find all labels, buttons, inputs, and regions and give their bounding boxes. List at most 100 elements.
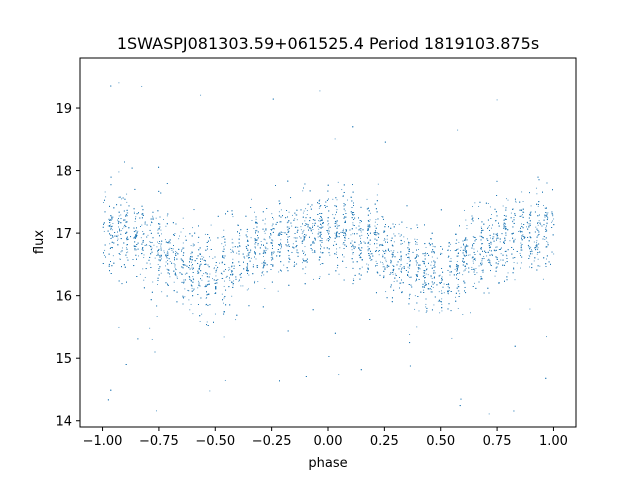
data-point <box>166 256 168 258</box>
data-point <box>455 296 456 298</box>
data-point <box>305 254 306 255</box>
data-point <box>424 275 426 277</box>
data-point <box>138 255 139 257</box>
data-point <box>438 291 440 293</box>
data-point <box>232 216 234 218</box>
data-point <box>288 211 290 213</box>
data-point <box>319 199 321 201</box>
data-point <box>254 240 256 242</box>
data-point <box>103 202 104 203</box>
data-point <box>458 290 460 292</box>
data-point <box>182 228 184 229</box>
data-point <box>408 253 410 255</box>
data-point <box>248 274 250 276</box>
data-point <box>233 280 235 282</box>
data-point <box>425 246 427 248</box>
data-point <box>112 216 114 218</box>
data-point <box>305 234 307 236</box>
data-point <box>441 310 443 312</box>
data-point <box>295 214 297 216</box>
data-point <box>319 276 321 278</box>
data-point <box>528 254 530 256</box>
data-point <box>213 267 215 269</box>
data-point <box>328 223 330 225</box>
data-point <box>149 263 151 265</box>
data-point <box>206 321 208 323</box>
data-point <box>462 314 464 315</box>
data-point <box>475 268 477 270</box>
data-point <box>368 249 370 251</box>
data-point <box>328 232 330 234</box>
data-point <box>201 255 203 257</box>
data-point <box>134 247 136 249</box>
data-point <box>249 251 251 253</box>
data-point <box>303 229 305 231</box>
data-point <box>537 258 539 260</box>
data-point <box>495 246 497 248</box>
data-point <box>481 248 482 250</box>
data-point <box>121 247 123 249</box>
data-point <box>492 236 494 238</box>
data-point <box>430 289 432 290</box>
data-point <box>547 242 549 244</box>
data-point <box>139 273 141 275</box>
data-point <box>457 255 459 257</box>
data-point <box>223 336 225 338</box>
data-point <box>337 231 339 233</box>
data-point <box>385 261 387 263</box>
data-point <box>306 214 308 215</box>
data-point <box>344 210 346 212</box>
data-point <box>459 249 461 251</box>
data-point <box>269 236 270 238</box>
data-point <box>469 254 471 256</box>
data-point <box>457 308 459 309</box>
data-point <box>488 225 490 226</box>
data-point <box>507 272 509 274</box>
data-point <box>153 244 155 246</box>
data-point <box>161 233 162 235</box>
data-point <box>272 228 273 230</box>
data-point <box>374 221 376 223</box>
data-point <box>215 282 217 284</box>
data-point <box>472 262 474 264</box>
data-point <box>205 297 207 299</box>
data-point <box>393 281 395 282</box>
data-point <box>191 267 193 269</box>
data-point <box>291 225 293 227</box>
data-point <box>375 219 377 221</box>
data-point <box>434 263 436 265</box>
data-point <box>531 249 532 251</box>
data-point <box>244 257 246 259</box>
data-point <box>369 219 371 221</box>
data-point <box>254 252 256 254</box>
data-point <box>503 241 505 243</box>
data-point <box>448 283 449 284</box>
data-point <box>103 254 105 256</box>
data-point <box>280 209 282 211</box>
data-point <box>433 304 435 306</box>
data-point <box>552 214 554 216</box>
data-point <box>279 202 281 204</box>
data-point <box>416 242 418 244</box>
data-point <box>441 276 443 278</box>
data-point <box>184 296 186 298</box>
data-point <box>458 241 460 243</box>
data-point <box>117 236 119 238</box>
data-point <box>403 236 405 238</box>
data-point <box>408 251 410 252</box>
data-point <box>144 221 146 223</box>
data-point <box>447 257 449 258</box>
data-point <box>505 198 507 200</box>
data-point <box>310 244 312 246</box>
data-point <box>360 237 362 239</box>
data-point <box>481 237 483 239</box>
data-point <box>242 285 244 287</box>
data-point <box>392 264 394 266</box>
data-point <box>326 230 328 231</box>
data-point <box>277 290 279 292</box>
data-point <box>152 281 154 283</box>
data-point <box>312 232 313 234</box>
data-point <box>464 249 466 251</box>
data-point <box>503 224 505 226</box>
data-point <box>264 288 266 289</box>
